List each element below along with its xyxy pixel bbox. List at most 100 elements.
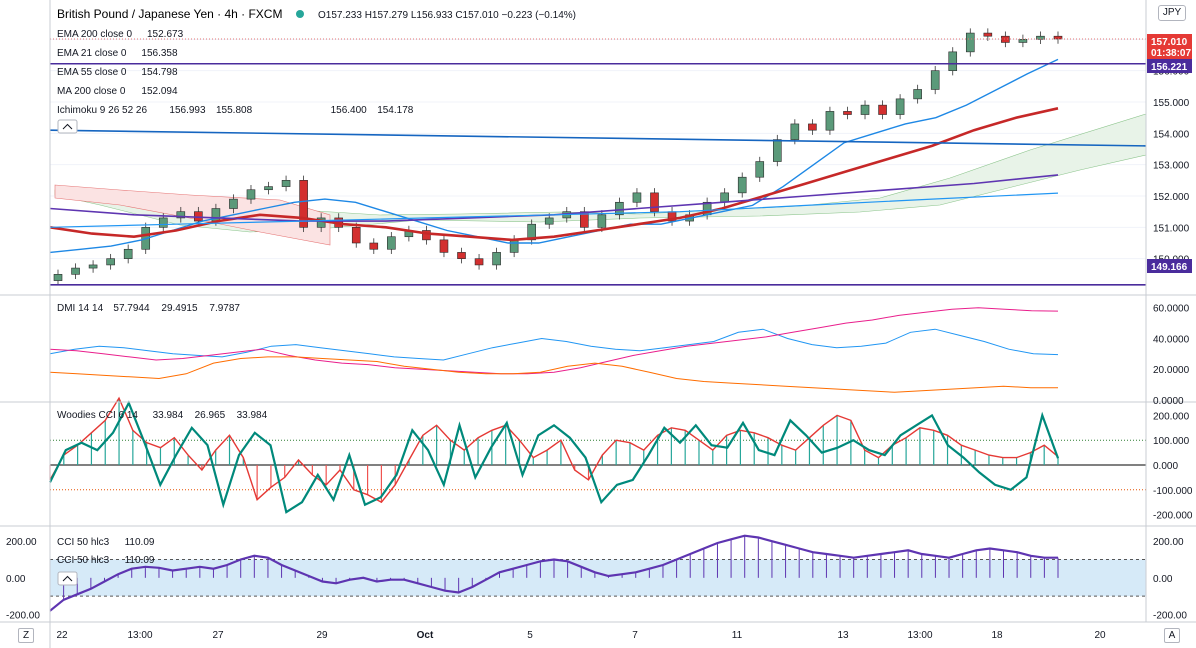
candle	[843, 111, 852, 115]
candle	[632, 192, 642, 203]
ichimoku-cloud-bear	[54, 184, 331, 246]
woodies-tick-label: -100.000	[1153, 486, 1193, 497]
price-pane[interactable]	[49, 28, 1147, 286]
candle	[1001, 35, 1010, 43]
candle	[965, 32, 975, 53]
candle	[650, 192, 659, 212]
time-tick-label: 13:00	[907, 630, 932, 641]
dmi-pane[interactable]	[49, 307, 1059, 393]
cci50-line	[49, 534, 1058, 612]
cci-tick-label: -200.00	[1153, 611, 1187, 622]
candle	[264, 186, 273, 191]
ohlc-readout: O157.233 H157.279 L156.933 C157.010 −0.2…	[318, 10, 576, 21]
price-tick-label: 151.000	[1153, 223, 1190, 234]
time-tick-label: 18	[991, 630, 1003, 641]
cci6-line	[49, 400, 1060, 514]
dmi-tick-label: 40.0000	[1153, 334, 1190, 345]
dmi-line	[49, 356, 1058, 393]
dmi-line	[49, 328, 1059, 361]
woodies-tick-label: 200.000	[1153, 411, 1190, 422]
woodies-tick-label: 0.000	[1153, 461, 1178, 472]
cci-tick-label-left: -200.00	[6, 611, 40, 622]
indicator-label: MA 200 close 0	[57, 86, 126, 97]
candle	[860, 104, 870, 115]
candle	[878, 104, 887, 115]
candle	[597, 214, 607, 228]
candle	[123, 248, 133, 259]
indicator-value: 156.358	[141, 48, 178, 59]
candle	[755, 161, 765, 178]
ma200-line	[49, 192, 1059, 228]
pane-value: 110.09	[125, 537, 155, 548]
woodies-tick-label: -200.000	[1153, 511, 1193, 522]
candle	[351, 227, 361, 244]
zoom-z-button[interactable]: Z	[18, 628, 34, 643]
time-tick-label: 20	[1094, 630, 1106, 641]
pane-label: CCI 50 hlc3	[57, 537, 110, 548]
indicator-label: Ichimoku 9 26 52 26	[57, 105, 147, 116]
cci-pane[interactable]	[49, 534, 1146, 612]
level-lower-value: 149.166	[1151, 262, 1188, 273]
last-price-badge: 157.010 01:38:07	[1147, 34, 1192, 59]
pane-value: 29.4915	[161, 303, 198, 314]
pane-value: 57.7944	[113, 303, 150, 314]
trend-line	[49, 129, 1147, 147]
pane-value: 33.984	[237, 410, 268, 421]
price-tick-label: 155.000	[1153, 98, 1190, 109]
time-tick-label: 13:00	[127, 630, 152, 641]
collapse-legend-button[interactable]	[57, 119, 78, 134]
time-tick-label: 5	[527, 630, 533, 641]
dmi-line	[49, 307, 1059, 375]
time-tick-label: 22	[56, 630, 68, 641]
time-tick-label: 11	[732, 630, 743, 641]
indicator-value: 152.094	[141, 86, 178, 97]
level-upper-value: 156.221	[1151, 62, 1188, 73]
pane-label: DMI 14 14	[57, 303, 104, 314]
candle	[983, 32, 993, 37]
time-tick-label: Oct	[417, 630, 434, 641]
candle	[808, 123, 817, 131]
candle	[53, 274, 63, 281]
dmi-tick-label: 20.0000	[1153, 365, 1190, 376]
cci-tick-label: 200.00	[1153, 537, 1184, 548]
dmi-tick-label: 0.0000	[1153, 396, 1184, 407]
candle	[106, 258, 115, 266]
candle	[527, 223, 536, 241]
candle	[1018, 39, 1028, 43]
currency-selector[interactable]: JPY	[1158, 5, 1186, 21]
price-tick-label: 153.000	[1153, 161, 1190, 172]
candle	[492, 252, 501, 266]
indicator-value: 152.673	[147, 29, 184, 40]
auto-scale-button[interactable]: A	[1164, 628, 1180, 643]
candle	[913, 89, 922, 100]
candle	[281, 180, 291, 187]
indicator-legend: EMA 200 close 0 152.673 EMA 21 close 0 156.…	[57, 29, 414, 566]
candle	[930, 70, 940, 90]
candle	[457, 252, 466, 259]
candle	[825, 111, 835, 131]
candle	[737, 176, 747, 194]
indicator-value: 155.808	[216, 105, 253, 116]
woodies-cci-pane[interactable]	[49, 396, 1146, 514]
dmi-tick-label: 60.0000	[1153, 304, 1190, 315]
candle	[387, 236, 396, 250]
cci-tick-label-left: 0.00	[6, 574, 26, 585]
pane-value: 7.9787	[209, 303, 240, 314]
level-upper-badge: 156.221	[1147, 59, 1192, 73]
indicator-label: EMA 200 close 0	[57, 29, 132, 40]
time-tick-label: 13	[837, 630, 849, 641]
candle	[474, 258, 484, 266]
cci-band	[50, 559, 1146, 597]
pane-label: Woodies CCI 6 14	[57, 410, 138, 421]
candle	[615, 201, 624, 216]
candle	[772, 139, 782, 162]
candle	[158, 217, 168, 228]
chevron-up-icon	[62, 123, 73, 130]
collapse-cci-legend-button[interactable]	[57, 571, 78, 586]
candle	[71, 267, 80, 275]
header-legend: British Pound / Japanese Yen · 4h · FXCM…	[57, 7, 576, 21]
chevron-up-icon	[62, 575, 73, 582]
indicator-value: 156.993	[169, 105, 206, 116]
candle	[229, 198, 238, 209]
